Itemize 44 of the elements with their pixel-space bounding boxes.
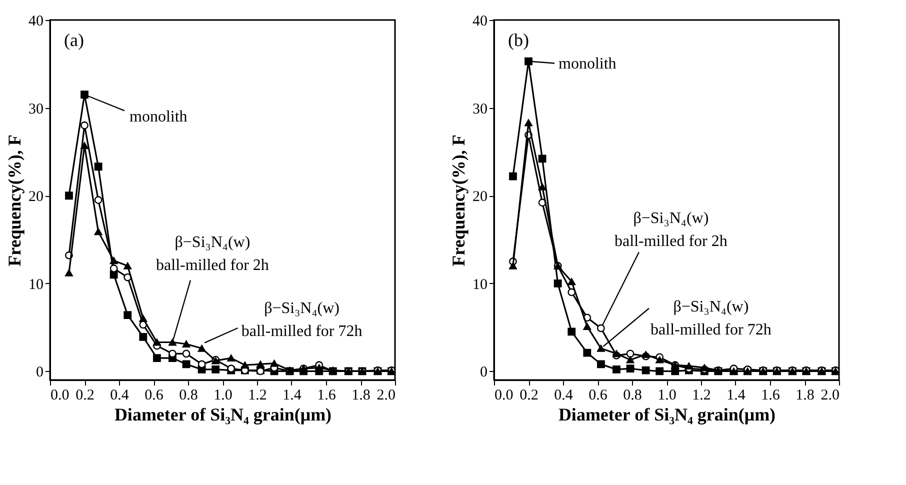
- annotation: monolith: [130, 108, 188, 126]
- x-tick-label: 0.6: [588, 388, 608, 404]
- y-axis-title: Frequency(%), F: [448, 134, 468, 266]
- x-axis-title: Diameter of Si₃N₄ grain(μm): [558, 404, 776, 424]
- annotation: (b): [508, 30, 529, 50]
- x-tick-label: 0.4: [554, 388, 574, 404]
- annotation: β−Si₃N₄(w) ball-milled for 72h: [650, 298, 772, 338]
- x-tick-label: 0.6: [144, 388, 164, 404]
- x-tick-label: 1.0: [214, 388, 232, 404]
- y-tick-label: 30: [472, 101, 488, 118]
- y-tick-label: 40: [472, 14, 488, 30]
- x-tick-label: 0.2: [76, 388, 94, 404]
- y-tick-label: 20: [472, 189, 488, 206]
- x-tick-label: 1.0: [658, 388, 676, 404]
- x-tick-label: 2.0: [376, 388, 396, 404]
- y-tick-label: 0: [36, 364, 44, 381]
- x-tick-label: 1.8: [352, 388, 370, 404]
- annotation: β−Si₃N₄(w) ball-milled for 72h: [241, 300, 362, 340]
- x-tick-label: 0.8: [179, 388, 198, 404]
- x-tick-label: 1.6: [761, 388, 780, 404]
- y-tick-label: 40: [28, 14, 44, 30]
- x-tick-label: 1.8: [796, 388, 814, 404]
- x-tick-label: 0.0: [50, 388, 70, 404]
- x-tick-label: 1.6: [317, 388, 336, 404]
- x-tick-label: 1.2: [248, 388, 267, 404]
- y-axis-title: Frequency(%), F: [4, 134, 24, 266]
- y-tick-label: 10: [28, 276, 44, 293]
- y-tick-label: 0: [480, 364, 488, 381]
- annotation: (a): [64, 30, 84, 50]
- x-tick-label: 1.4: [282, 388, 302, 404]
- x-axis-title: Diameter of Si₃N₄ grain(μm): [114, 404, 332, 424]
- annotation: β−Si₃N₄(w) ball-milled for 2h: [156, 234, 269, 274]
- y-tick-label: 20: [28, 189, 44, 206]
- x-tick-label: 1.2: [692, 388, 711, 404]
- x-tick-label: 1.4: [726, 388, 746, 404]
- x-tick-label: 2.0: [820, 388, 840, 404]
- annotation: β−Si₃N₄(w) ball-milled for 2h: [614, 210, 728, 250]
- x-tick-label: 0.4: [110, 388, 130, 404]
- x-tick-label: 0.0: [494, 388, 514, 404]
- x-tick-label: 0.8: [623, 388, 642, 404]
- x-tick-label: 0.2: [520, 388, 538, 404]
- annotation: monolith: [558, 55, 616, 72]
- y-tick-label: 10: [472, 276, 488, 293]
- y-tick-label: 30: [28, 101, 44, 118]
